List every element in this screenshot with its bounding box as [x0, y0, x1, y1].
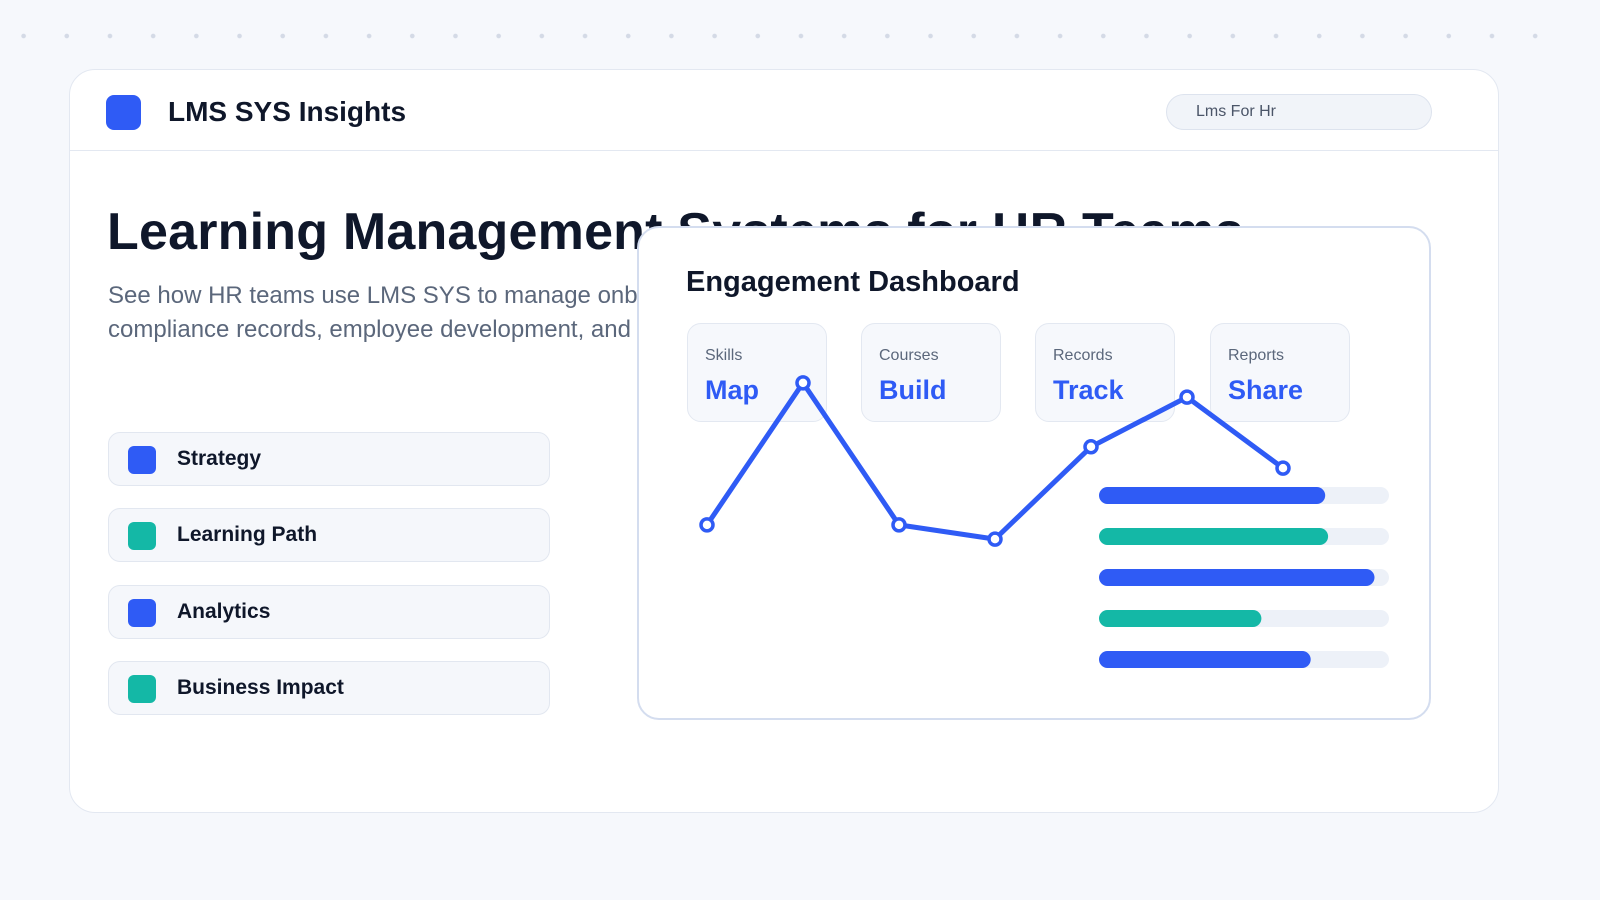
stat-card-courses[interactable]: Courses Build — [861, 323, 1001, 422]
stat-card-records[interactable]: Records Track — [1035, 323, 1175, 422]
logo-icon — [106, 95, 141, 130]
stat-caption: Records — [1053, 347, 1113, 364]
stat-caption: Courses — [879, 347, 939, 364]
stat-value: Share — [1228, 375, 1304, 405]
bar-fill — [1099, 651, 1311, 668]
topic-label: Analytics — [177, 600, 271, 623]
line-point — [987, 531, 1003, 547]
topic-square-icon — [128, 675, 156, 703]
stat-card-skills[interactable]: Skills Map — [687, 323, 827, 422]
topic-label: Strategy — [177, 447, 262, 470]
topic-item-strategy[interactable]: Strategy — [108, 432, 550, 486]
line-point — [1083, 439, 1099, 455]
topic-item-analytics[interactable]: Analytics — [108, 585, 550, 639]
stat-caption: Reports — [1228, 347, 1285, 364]
bar-fill — [1099, 610, 1262, 627]
topic-square-icon — [128, 446, 156, 474]
bar-fill — [1099, 528, 1329, 545]
top-bar: LMS SYS Insights Lms For Hr — [70, 70, 1498, 151]
bar-fill — [1099, 487, 1326, 504]
search-pill[interactable]: Lms For Hr — [1166, 94, 1432, 130]
engagement-dashboard-panel: Engagement Dashboard Skills Map Courses … — [637, 226, 1431, 720]
stat-caption: Skills — [705, 347, 743, 364]
stat-value: Build — [879, 375, 947, 405]
dashboard-title: Engagement Dashboard — [686, 266, 1020, 298]
stat-value: Map — [705, 375, 759, 405]
topic-item-business-impact[interactable]: Business Impact — [108, 661, 550, 715]
topic-label: Learning Path — [177, 523, 318, 546]
topic-item-learning-path[interactable]: Learning Path — [108, 508, 550, 562]
line-point — [891, 517, 907, 533]
stat-value: Track — [1053, 375, 1124, 405]
line-point — [1179, 389, 1195, 405]
engagement-chart — [699, 375, 1389, 668]
topic-square-icon — [128, 599, 156, 627]
bar-fill — [1099, 569, 1375, 586]
dotted-background-strip — [0, 30, 1568, 42]
brand-title: LMS SYS Insights — [168, 96, 407, 127]
topic-square-icon — [128, 522, 156, 550]
stat-card-reports[interactable]: Reports Share — [1210, 323, 1350, 422]
line-point — [1275, 460, 1291, 476]
page-description: See how HR teams use LMS SYS to manage o… — [108, 282, 726, 343]
line-point — [795, 375, 811, 391]
line-series — [704, 380, 1286, 542]
topic-label: Business Impact — [177, 676, 344, 699]
line-point — [699, 517, 715, 533]
